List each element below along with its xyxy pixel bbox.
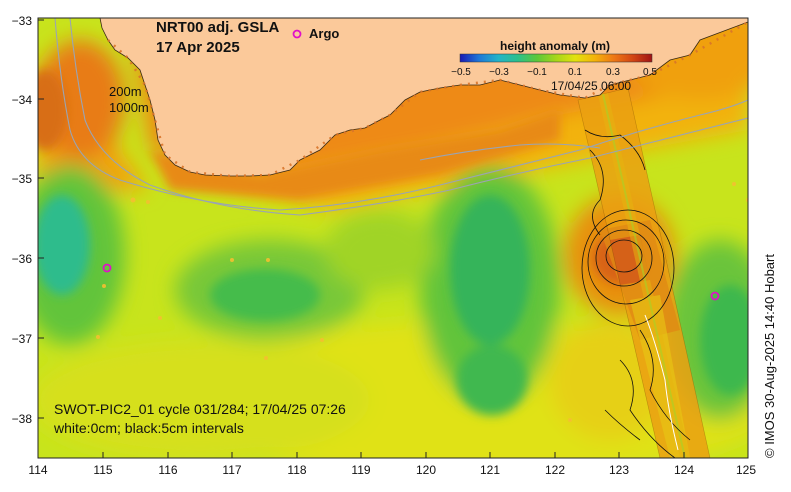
depth-label-1000m: 1000m <box>109 100 149 115</box>
argo-legend-label: Argo <box>309 26 339 41</box>
argo-legend-icon <box>292 29 302 39</box>
y-tick-label: −36 <box>12 252 33 266</box>
credit-text: © IMOS 30-Aug-2025 14:40 Hobart <box>762 254 777 458</box>
x-tick-label: 114 <box>28 463 47 477</box>
y-tick-label: −34 <box>12 93 33 107</box>
colorbar: height anomaly (m) −0.5 −0.3 −0.1 0.1 0.… <box>451 39 657 93</box>
colorbar-tick: −0.3 <box>489 67 509 78</box>
anomaly-field <box>38 18 748 458</box>
y-tick-label: −37 <box>12 332 33 346</box>
swot-info-line1: SWOT-PIC2_01 cycle 031/284; 17/04/25 07:… <box>54 401 346 417</box>
map-date: 17 Apr 2025 <box>156 39 240 56</box>
colorbar-tick: 0.5 <box>643 67 657 78</box>
colorbar-tick: 0.3 <box>606 67 620 78</box>
y-tick-label: −35 <box>12 172 33 186</box>
argo-floats <box>102 263 720 301</box>
bathymetry-lines <box>54 18 748 216</box>
x-tick-label: 122 <box>545 463 565 477</box>
colorbar-tick: −0.5 <box>451 67 471 78</box>
x-axis: 114 115 116 117 118 119 120 121 122 123 … <box>28 463 756 477</box>
y-tick-label: −38 <box>12 412 33 426</box>
x-tick-label: 124 <box>674 463 694 477</box>
y-axis: −33 −34 −35 −36 −37 −38 <box>12 14 33 426</box>
swot-info-line2: white:0cm; black:5cm intervals <box>53 420 244 436</box>
x-tick-label: 117 <box>222 463 241 477</box>
depth-label-200m: 200m <box>109 84 142 99</box>
colorbar-gradient <box>459 53 653 63</box>
colorbar-tick: 0.1 <box>568 67 582 78</box>
y-tick-label: −33 <box>12 14 33 28</box>
x-tick-label: 118 <box>287 463 306 477</box>
swot-swath <box>577 87 711 458</box>
x-tick-label: 119 <box>351 463 370 477</box>
swath-time-label: 17/04/25 06:00 <box>551 79 631 93</box>
x-tick-label: 116 <box>158 463 177 477</box>
colorbar-tick: −0.1 <box>527 67 547 78</box>
plot-frame <box>37 17 749 459</box>
x-tick-label: 115 <box>93 463 112 477</box>
x-tick-label: 123 <box>609 463 629 477</box>
x-tick-label: 121 <box>480 463 500 477</box>
axis-ticks <box>37 19 749 458</box>
map-title: NRT00 adj. GSLA <box>156 19 280 36</box>
data-points <box>96 182 748 422</box>
x-tick-label: 120 <box>416 463 436 477</box>
x-tick-label: 125 <box>736 463 756 477</box>
colorbar-title: height anomaly (m) <box>500 39 610 53</box>
